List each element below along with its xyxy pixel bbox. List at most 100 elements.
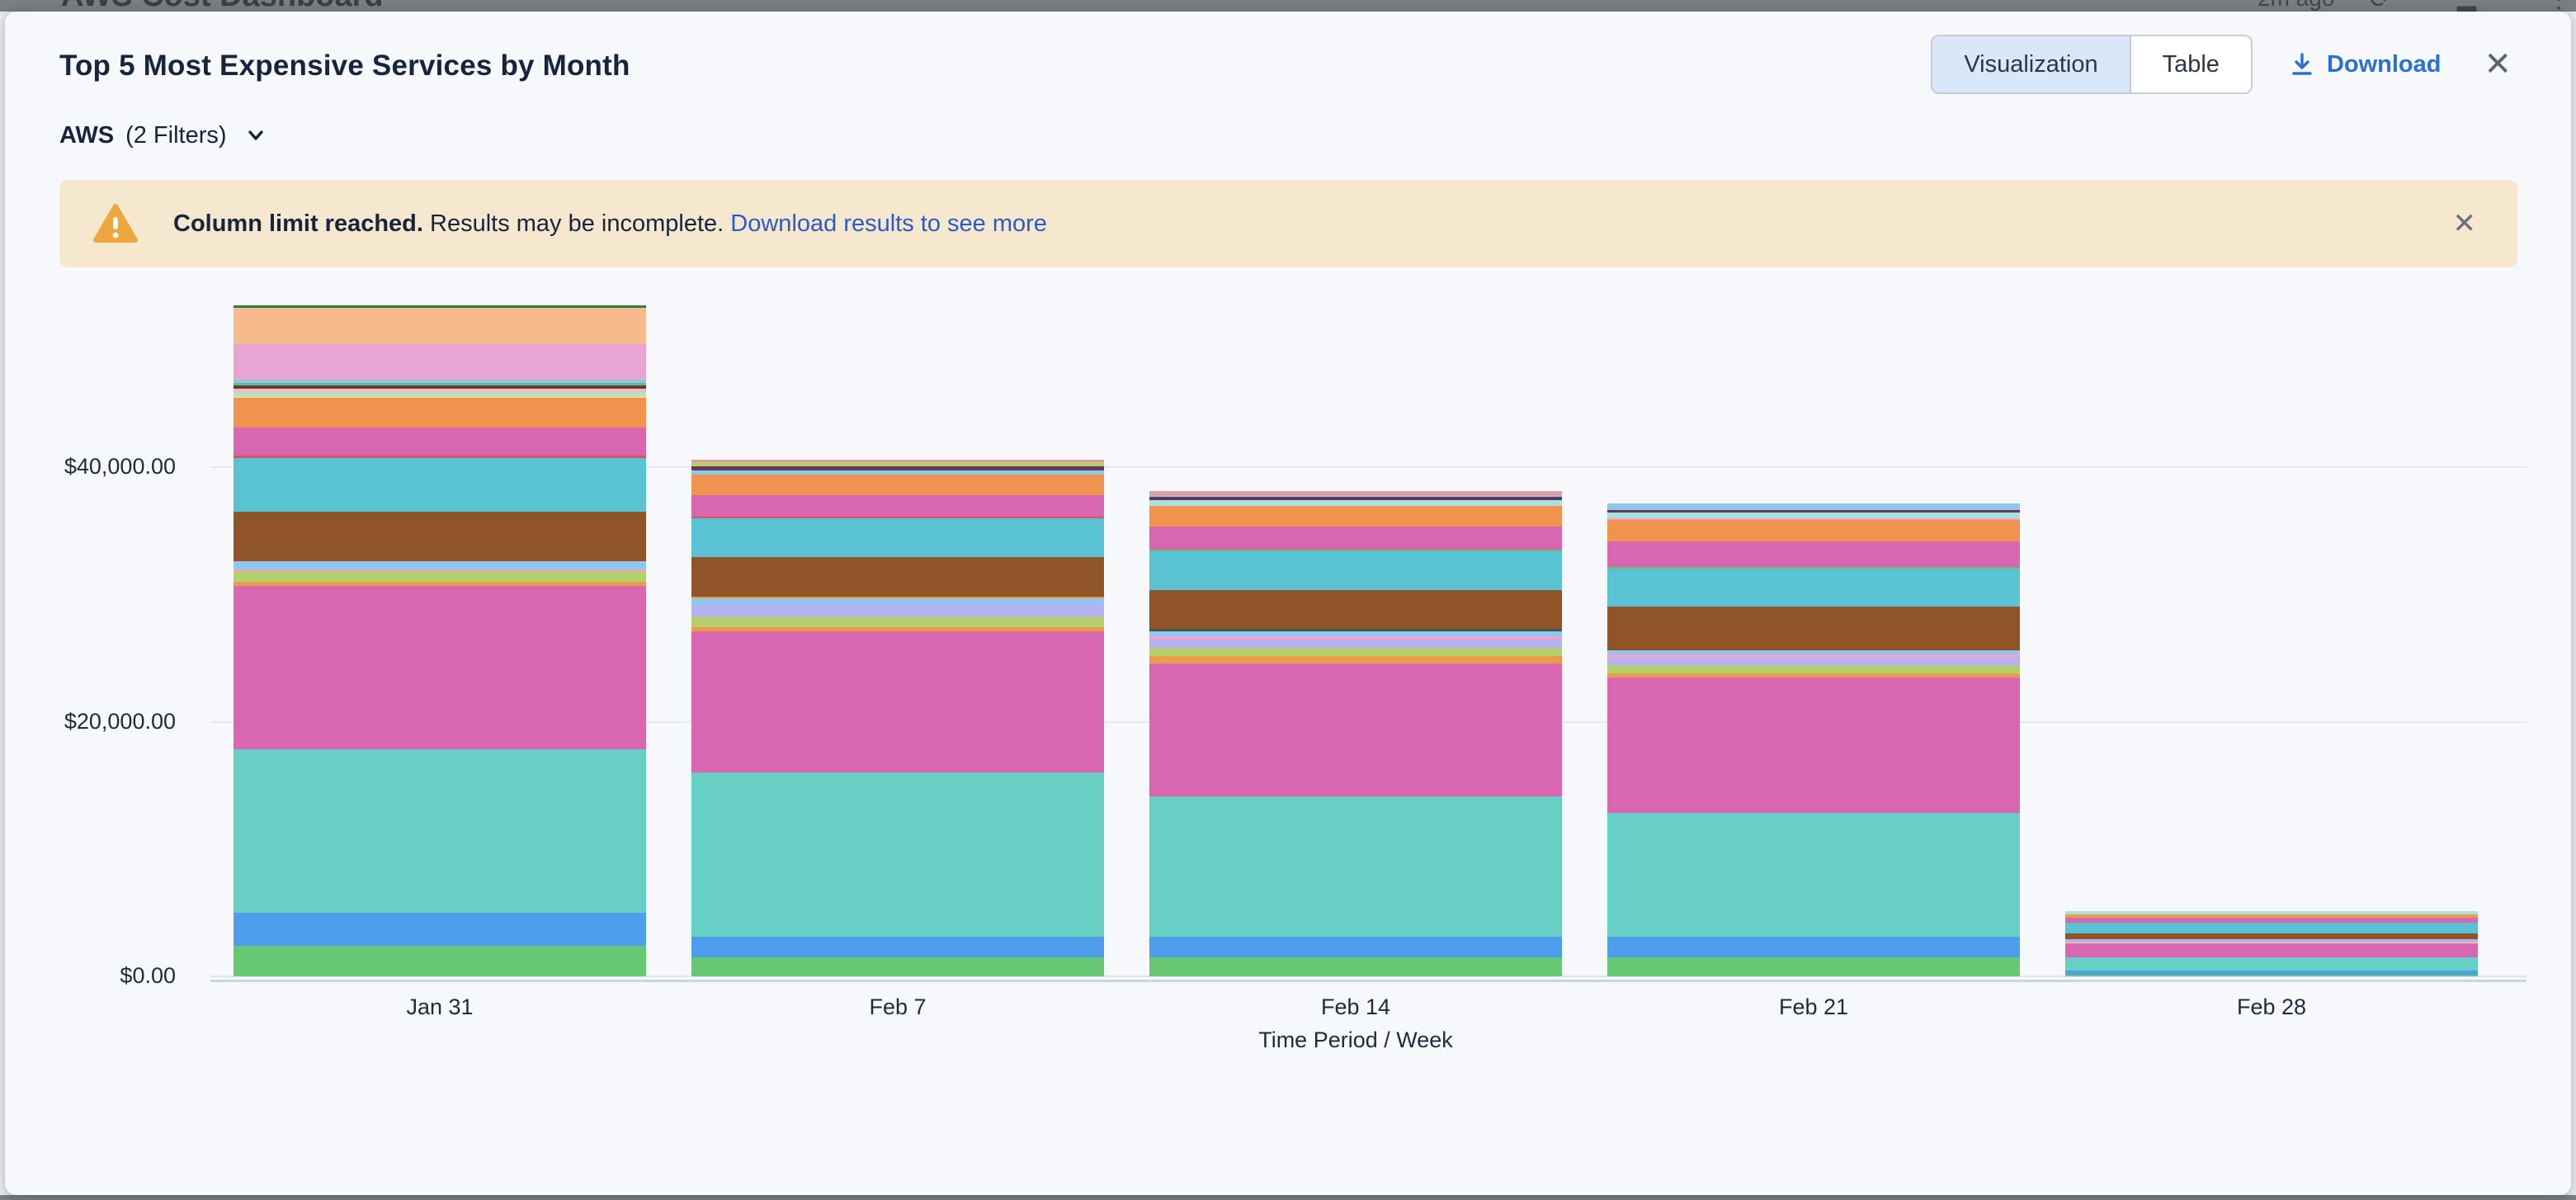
bar-segment[interactable] [2065,971,2478,975]
bar-segment[interactable] [2065,911,2478,914]
bar-segment[interactable] [1607,813,2020,937]
bar-segment[interactable] [234,456,646,458]
bar-segment[interactable] [1607,673,2020,678]
bar-segment[interactable] [234,344,646,380]
bar-segment[interactable] [691,957,1104,976]
bar-segment[interactable] [234,385,646,389]
bar-segment[interactable] [1607,607,2020,650]
bar-segment[interactable] [1149,497,1562,500]
bar-feb-28[interactable] [2065,911,2478,976]
bar-segment[interactable] [691,475,1104,495]
bar-segment[interactable] [691,598,1104,605]
bar-segment[interactable] [2065,914,2478,918]
bar-segment[interactable] [1607,513,2020,518]
bar-segment[interactable] [1607,510,2020,513]
banner-close-icon[interactable]: ✕ [2452,208,2477,239]
bar-segment[interactable] [1149,937,1562,957]
bar-segment[interactable] [234,586,646,749]
bar-segment[interactable] [1149,957,1562,976]
bar-segment[interactable] [1149,527,1562,550]
bar-segment[interactable] [1607,567,2020,569]
bar-segment[interactable] [2065,975,2478,976]
bar-feb-7[interactable] [691,460,1104,976]
bar-segment[interactable] [691,605,1104,617]
bar-segment[interactable] [234,512,646,561]
bar-segment[interactable] [1149,551,1562,590]
bar-segment[interactable] [234,582,646,586]
bar-segment[interactable] [691,772,1104,937]
bar-segment[interactable] [1149,640,1562,648]
bar-segment[interactable] [1607,520,2020,541]
bar-jan-31[interactable] [234,305,646,976]
bar-segment[interactable] [691,460,1104,462]
bar-segment[interactable] [1149,491,1562,495]
bar-segment[interactable] [234,308,646,344]
bar-segment[interactable] [1607,650,2020,654]
bar-segment[interactable] [234,749,646,913]
tab-visualization[interactable]: Visualization [1932,36,2130,92]
bar-segment[interactable] [1607,937,2020,957]
bar-segment[interactable] [234,305,646,308]
bar-segment[interactable] [1607,678,2020,813]
bar-segment[interactable] [691,627,1104,631]
bar-segment[interactable] [691,462,1104,466]
bar-segment[interactable] [1149,590,1562,629]
bar-segment[interactable] [234,913,646,946]
tab-table[interactable]: Table [2130,36,2251,92]
bar-feb-21[interactable] [1607,503,2020,976]
bar-segment[interactable] [691,597,1104,598]
bar-segment[interactable] [2065,943,2478,957]
bar-segment[interactable] [1607,665,2020,673]
bar-segment[interactable] [234,396,646,398]
bar-segment[interactable] [234,946,646,976]
bar-segment[interactable] [1607,503,2020,506]
bar-segment[interactable] [2065,923,2478,933]
bar-segment[interactable] [1149,506,1562,527]
bar-segment[interactable] [234,380,646,383]
bar-segment[interactable] [2065,957,2478,971]
bar-segment[interactable] [234,569,646,571]
bar-segment[interactable] [1149,631,1562,636]
bar-segment[interactable] [2065,939,2478,943]
bar-segment[interactable] [1607,518,2020,520]
bar-segment[interactable] [1149,629,1562,631]
bar-segment[interactable] [1149,636,1562,640]
bar-segment[interactable] [234,428,646,456]
banner-download-link[interactable]: Download results to see more [730,210,1047,237]
bar-segment[interactable] [1149,796,1562,937]
bar-segment[interactable] [234,398,646,428]
bar-segment[interactable] [234,389,646,393]
download-button[interactable]: Download [2289,51,2441,78]
bar-segment[interactable] [1149,648,1562,656]
bar-segment[interactable] [691,617,1104,627]
bar-segment[interactable] [2065,933,2478,939]
bar-segment[interactable] [234,383,646,385]
bar-segment[interactable] [691,466,1104,470]
bar-segment[interactable] [1149,495,1562,497]
bar-feb-14[interactable] [1149,491,1562,976]
bar-segment[interactable] [1607,506,2020,510]
bar-segment[interactable] [234,571,646,582]
bar-segment[interactable] [234,458,646,512]
bar-segment[interactable] [1607,957,2020,976]
filter-dropdown[interactable]: AWS (2 Filters) [59,117,268,154]
bar-segment[interactable] [1607,658,2020,665]
bar-segment[interactable] [1149,550,1562,551]
modal-close-icon[interactable]: ✕ [2484,46,2512,83]
bar-segment[interactable] [1149,500,1562,506]
bar-segment[interactable] [691,470,1104,475]
bar-segment[interactable] [1607,569,2020,607]
bar-segment[interactable] [691,495,1104,517]
bar-segment[interactable] [1149,656,1562,664]
bar-segment[interactable] [691,557,1104,597]
bar-segment[interactable] [691,937,1104,957]
bar-segment[interactable] [2065,918,2478,923]
bar-segment[interactable] [691,518,1104,557]
bar-segment[interactable] [691,517,1104,518]
bar-segment[interactable] [691,631,1104,772]
bar-segment[interactable] [1149,664,1562,796]
bar-segment[interactable] [1607,654,2020,658]
bar-segment[interactable] [234,393,646,396]
bar-segment[interactable] [1607,541,2020,567]
bar-segment[interactable] [234,561,646,569]
